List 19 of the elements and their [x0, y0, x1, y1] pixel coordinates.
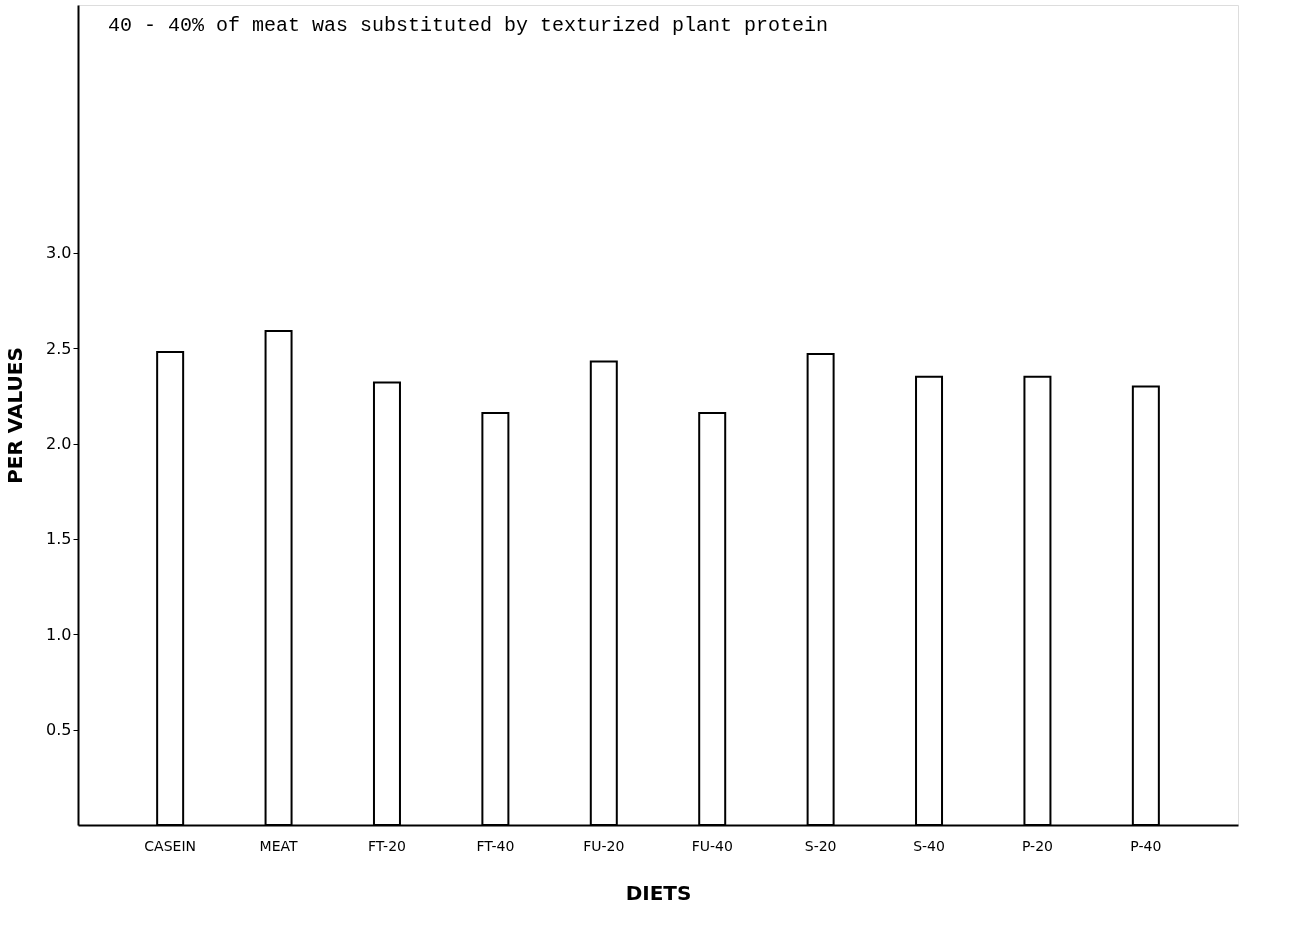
x-tick-label: MEAT [259, 837, 298, 854]
x-tick-label: S-40 [913, 837, 945, 854]
y-tick-label: 0.5 [46, 720, 72, 740]
x-tick-label: P-40 [1130, 837, 1162, 854]
y-tick-label: 1.5 [46, 529, 72, 549]
y-tick-label: 1.0 [46, 624, 72, 644]
x-tick-label: P-20 [1021, 837, 1053, 854]
x-tick-label: FT-20 [368, 837, 406, 854]
y-axis-title: PER VALUES [3, 347, 28, 484]
x-tick-label: FT-40 [476, 837, 515, 854]
y-tick-label: 2.5 [46, 338, 72, 358]
x-tick-label: FU-40 [691, 837, 733, 854]
y-tick-label: 2.0 [46, 434, 72, 454]
x-tick-label: CASEIN [144, 837, 196, 854]
x-tick-label: FU-20 [583, 837, 625, 854]
y-tick-label: 3.0 [46, 243, 72, 263]
x-tick-label: S-20 [804, 837, 837, 854]
x-axis-title: DIETS [625, 880, 692, 905]
annotation: 40 - 40% of meat was substituted by texturized plant protein [108, 14, 829, 37]
